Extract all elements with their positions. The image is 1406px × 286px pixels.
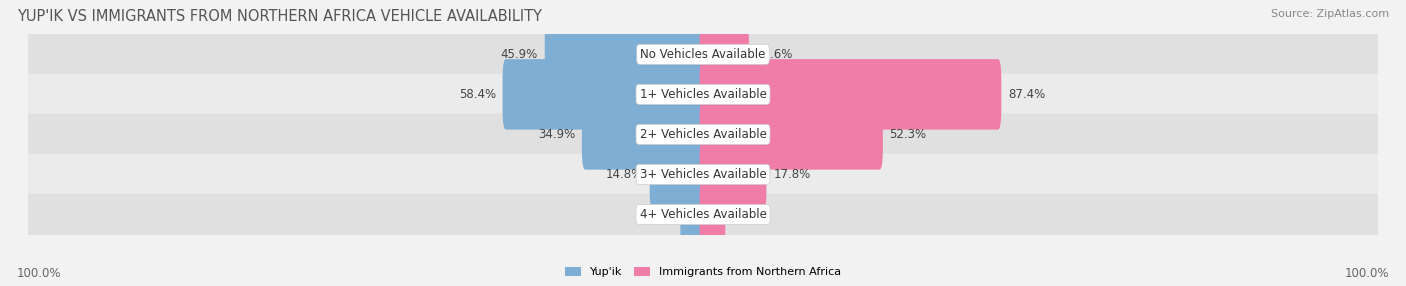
FancyBboxPatch shape (681, 179, 706, 250)
Bar (28, 194, 1378, 235)
Legend: Yup'ik, Immigrants from Northern Africa: Yup'ik, Immigrants from Northern Africa (561, 263, 845, 281)
Bar (28, 74, 1378, 114)
Text: 34.9%: 34.9% (538, 128, 575, 141)
FancyBboxPatch shape (700, 179, 725, 250)
FancyBboxPatch shape (502, 59, 706, 130)
Bar (28, 34, 1378, 74)
Text: 17.8%: 17.8% (773, 168, 810, 181)
Text: YUP'IK VS IMMIGRANTS FROM NORTHERN AFRICA VEHICLE AVAILABILITY: YUP'IK VS IMMIGRANTS FROM NORTHERN AFRIC… (17, 9, 541, 23)
Text: 3+ Vehicles Available: 3+ Vehicles Available (640, 168, 766, 181)
Text: 4+ Vehicles Available: 4+ Vehicles Available (640, 208, 766, 221)
Bar (28, 154, 1378, 194)
FancyBboxPatch shape (700, 19, 749, 90)
FancyBboxPatch shape (650, 139, 706, 210)
FancyBboxPatch shape (700, 59, 1001, 130)
Text: 1+ Vehicles Available: 1+ Vehicles Available (640, 88, 766, 101)
Text: 5.6%: 5.6% (733, 208, 762, 221)
Text: 100.0%: 100.0% (1344, 267, 1389, 280)
Text: 52.3%: 52.3% (890, 128, 927, 141)
Bar (28, 114, 1378, 154)
Text: 12.6%: 12.6% (755, 48, 793, 61)
Text: 87.4%: 87.4% (1008, 88, 1045, 101)
Text: 58.4%: 58.4% (458, 88, 496, 101)
Text: 45.9%: 45.9% (501, 48, 538, 61)
FancyBboxPatch shape (544, 19, 706, 90)
Text: 14.8%: 14.8% (606, 168, 643, 181)
FancyBboxPatch shape (700, 99, 883, 170)
Text: 100.0%: 100.0% (17, 267, 62, 280)
Text: No Vehicles Available: No Vehicles Available (640, 48, 766, 61)
FancyBboxPatch shape (700, 139, 766, 210)
Text: Source: ZipAtlas.com: Source: ZipAtlas.com (1271, 9, 1389, 19)
Text: 5.7%: 5.7% (644, 208, 673, 221)
FancyBboxPatch shape (582, 99, 706, 170)
Text: 2+ Vehicles Available: 2+ Vehicles Available (640, 128, 766, 141)
